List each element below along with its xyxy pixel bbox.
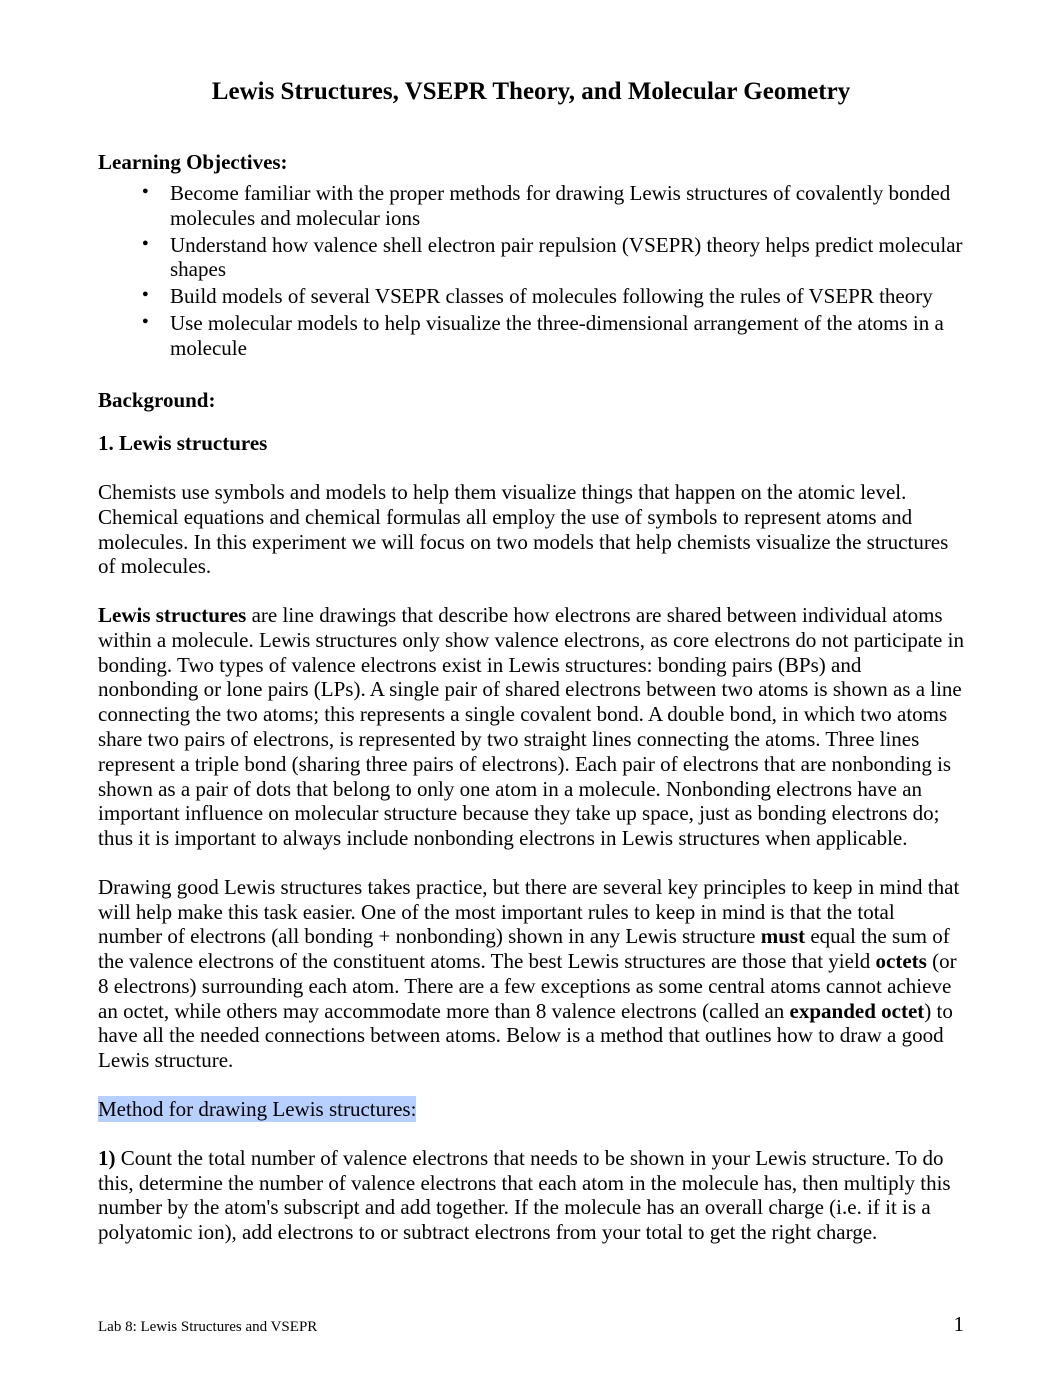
subsection-heading-text: 1. Lewis structures — [98, 431, 267, 455]
page-footer: Lab 8: Lewis Structures and VSEPR 1 — [98, 1312, 964, 1337]
learning-objectives-list: Become familiar with the proper methods … — [98, 181, 964, 360]
paragraph-lewis: Lewis structures are line drawings that … — [98, 603, 964, 851]
learning-objectives-heading: Learning Objectives: — [98, 150, 964, 175]
paragraph-step1: 1) Count the total number of valence ele… — [98, 1146, 964, 1245]
step-number: 1) — [98, 1146, 116, 1170]
paragraph-intro: Chemists use symbols and models to help … — [98, 480, 964, 579]
paragraph-lewis-body: are line drawings that describe how elec… — [98, 603, 964, 850]
paragraph-rules: Drawing good Lewis structures takes prac… — [98, 875, 964, 1073]
step-body: Count the total number of valence electr… — [98, 1146, 951, 1244]
list-item: Use molecular models to help visualize t… — [148, 311, 964, 361]
list-item: Build models of several VSEPR classes of… — [148, 284, 964, 309]
background-heading: Background: — [98, 388, 964, 413]
term-must: must — [761, 924, 805, 948]
term-octets: octets — [876, 949, 927, 973]
list-item: Become familiar with the proper methods … — [148, 181, 964, 231]
footer-label: Lab 8: Lewis Structures and VSEPR — [98, 1319, 317, 1336]
subsection-heading: 1. Lewis structures — [98, 431, 964, 456]
list-item: Understand how valence shell electron pa… — [148, 233, 964, 283]
term-lewis-structures: Lewis structures — [98, 603, 246, 627]
document-page: Lewis Structures, VSEPR Theory, and Mole… — [0, 0, 1062, 1377]
page-number: 1 — [954, 1312, 965, 1337]
term-expanded-octet: expanded octet — [790, 999, 925, 1023]
page-title: Lewis Structures, VSEPR Theory, and Mole… — [98, 78, 964, 106]
highlighted-text: Method for drawing Lewis structures: — [98, 1096, 416, 1122]
method-heading: Method for drawing Lewis structures: — [98, 1097, 964, 1122]
